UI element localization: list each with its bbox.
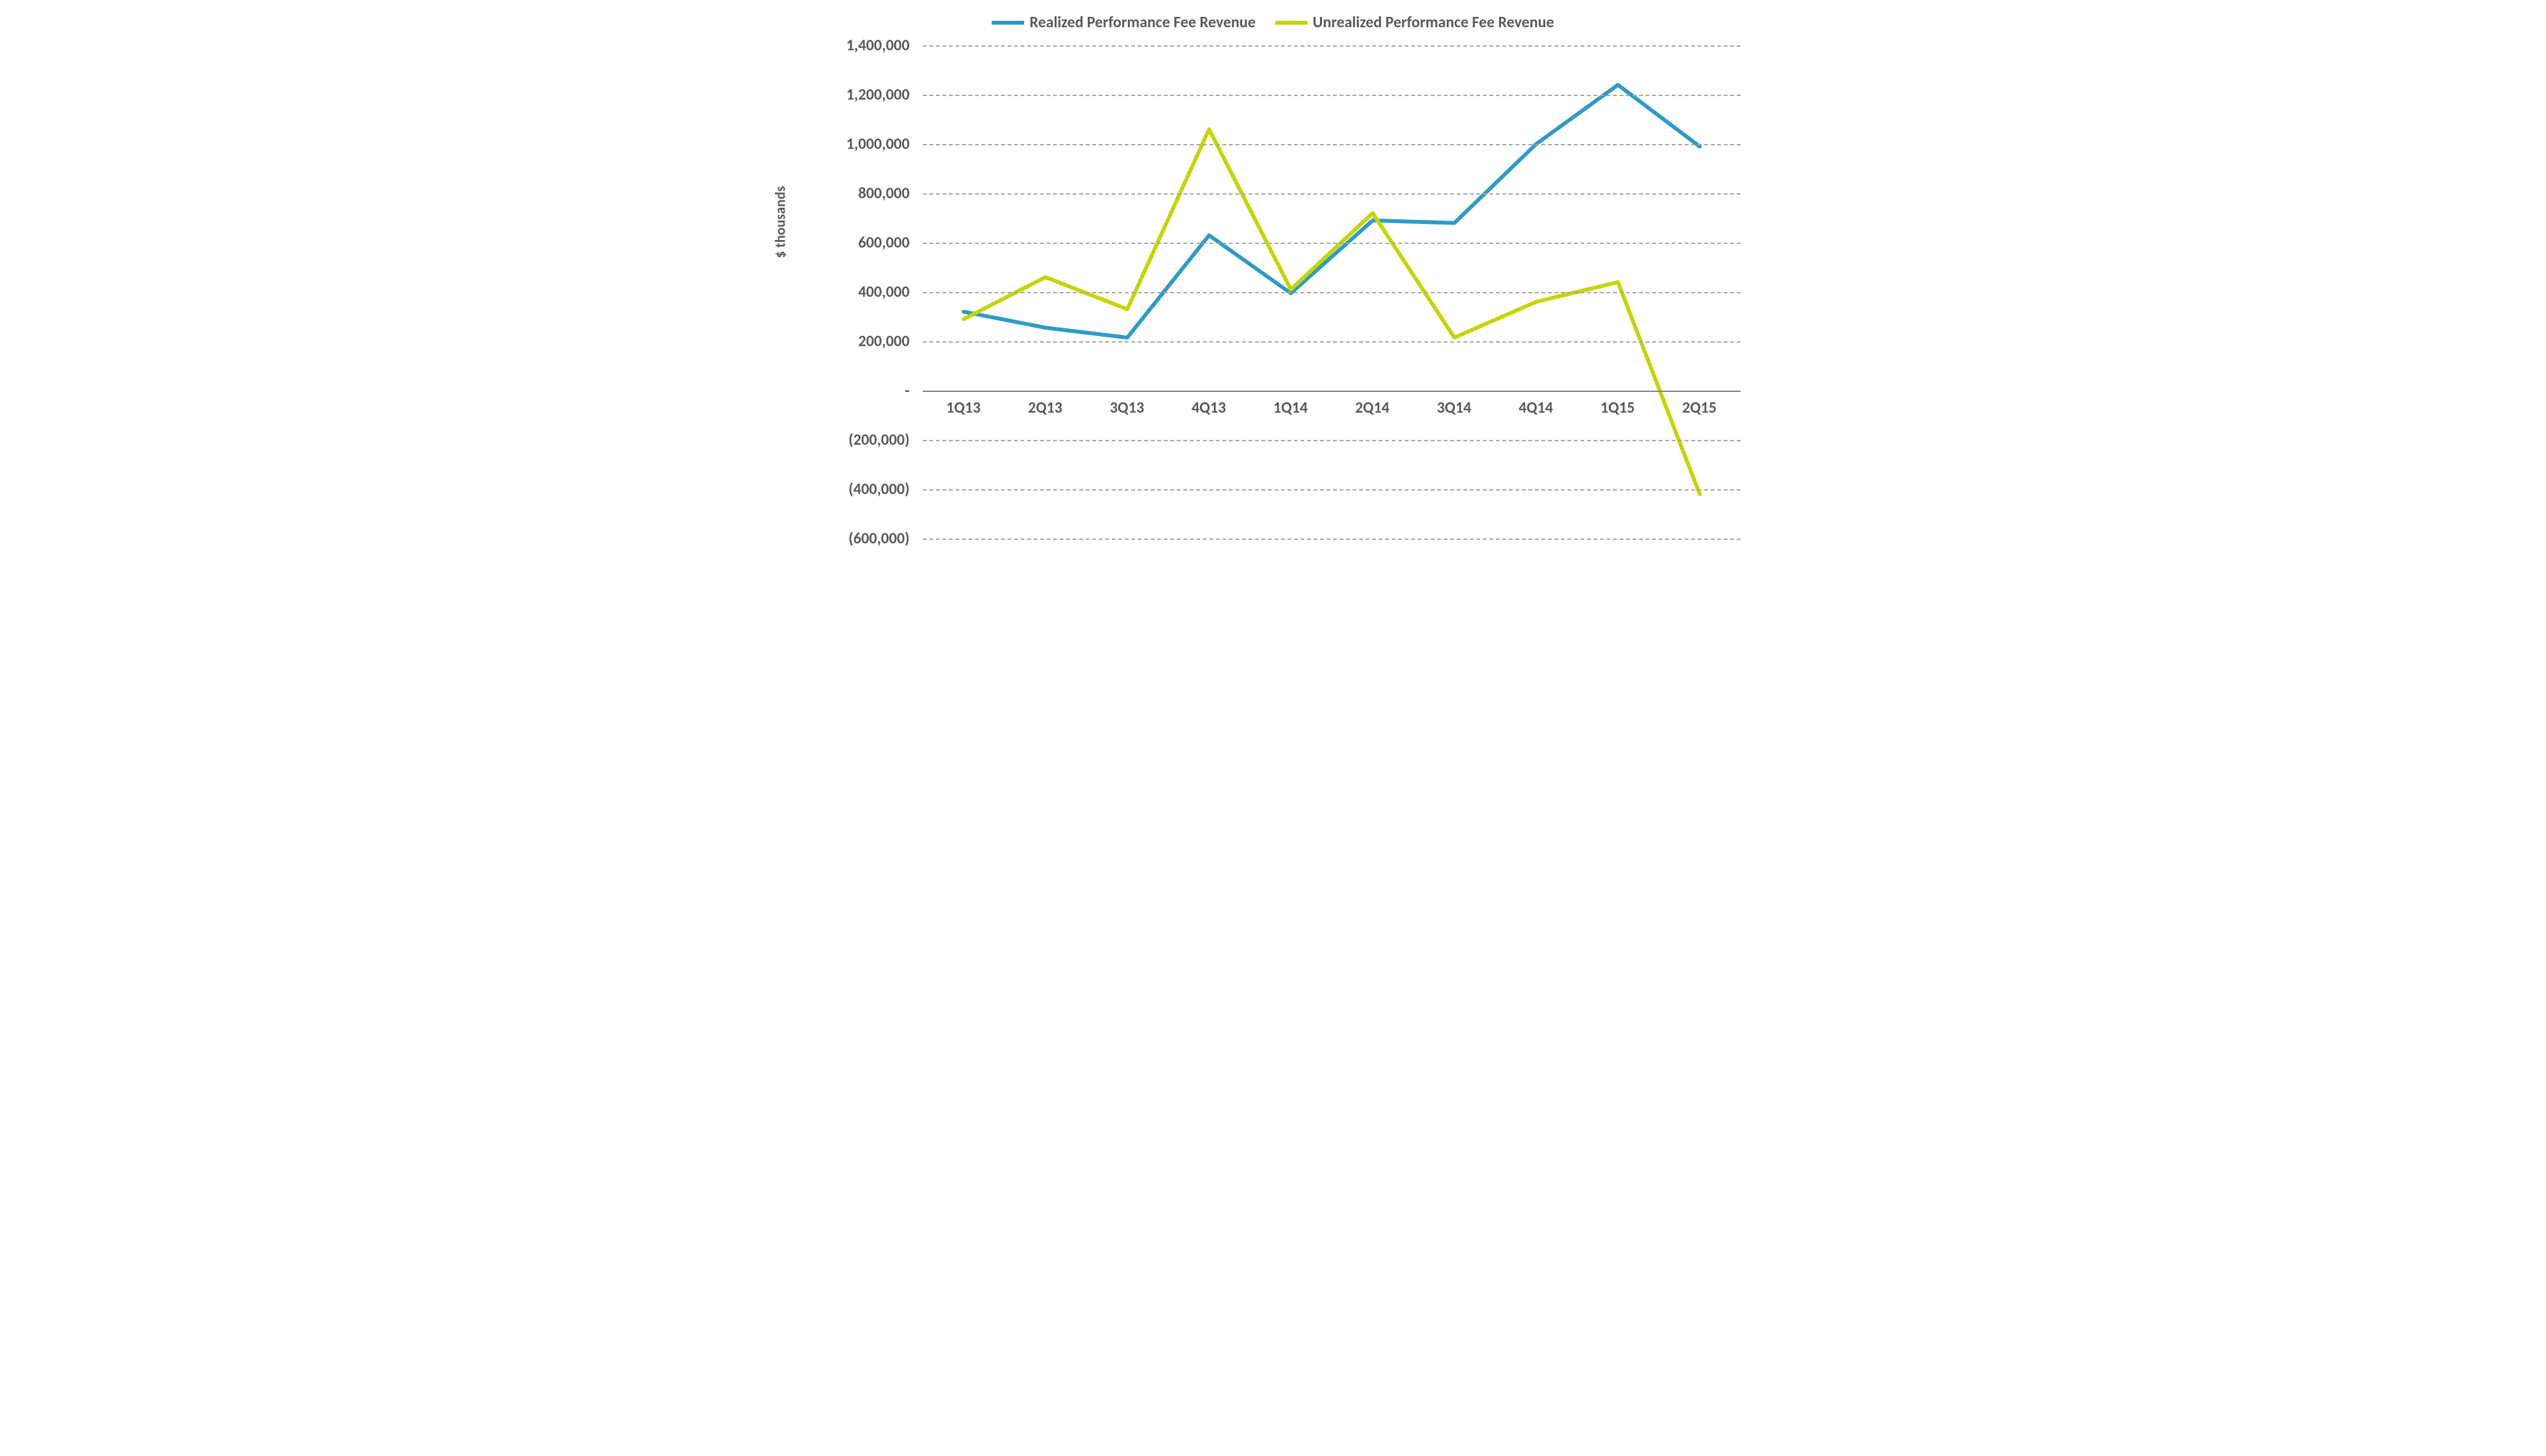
grid-line xyxy=(923,292,1741,293)
y-tick-label: 200,000 xyxy=(787,332,916,351)
grid-line xyxy=(923,45,1741,47)
legend-label-unrealized: Unrealized Performance Fee Revenue xyxy=(1313,13,1554,32)
legend: Realized Performance Fee Revenue Unreali… xyxy=(793,13,1754,32)
y-tick-label: 400,000 xyxy=(787,283,916,302)
y-tick-label: 1,000,000 xyxy=(787,135,916,154)
grid-line xyxy=(923,95,1741,96)
grid-line xyxy=(923,243,1741,244)
legend-item-realized: Realized Performance Fee Revenue xyxy=(992,13,1255,32)
x-tick-label: 1Q15 xyxy=(1600,398,1635,417)
grid-line xyxy=(923,440,1741,441)
grid-line xyxy=(923,539,1741,540)
y-tick-label: (200,000) xyxy=(787,431,916,450)
legend-label-realized: Realized Performance Fee Revenue xyxy=(1029,13,1255,32)
x-tick-label: 4Q14 xyxy=(1519,398,1553,417)
legend-swatch-realized xyxy=(992,21,1024,25)
x-tick-label: 2Q15 xyxy=(1682,398,1717,417)
legend-item-unrealized: Unrealized Performance Fee Revenue xyxy=(1275,13,1554,32)
grid-line xyxy=(923,341,1741,343)
y-tick-label: 600,000 xyxy=(787,234,916,252)
grid-line xyxy=(923,144,1741,145)
x-tick-label: 2Q13 xyxy=(1028,398,1062,417)
y-tick-label: 1,400,000 xyxy=(787,36,916,55)
x-tick-label: 2Q14 xyxy=(1355,398,1389,417)
x-tick-label: 1Q14 xyxy=(1273,398,1308,417)
grid-line xyxy=(923,391,1741,392)
x-tick-label: 3Q14 xyxy=(1437,398,1471,417)
y-tick-label: (600,000) xyxy=(787,529,916,548)
legend-swatch-unrealized xyxy=(1275,21,1308,25)
x-tick-label: 3Q13 xyxy=(1110,398,1144,417)
x-tick-label: 1Q13 xyxy=(946,398,981,417)
series-line-realized xyxy=(964,85,1700,338)
grid-line xyxy=(923,489,1741,491)
chart-container: Realized Performance Fee Revenue Unreali… xyxy=(793,13,1754,558)
plot-area: (600,000)(400,000)(200,000)-200,000400,0… xyxy=(923,45,1741,539)
y-tick-label: (400,000) xyxy=(787,480,916,499)
y-tick-label: 1,200,000 xyxy=(787,86,916,104)
y-tick-label: - xyxy=(787,382,916,400)
grid-line xyxy=(923,193,1741,195)
x-tick-label: 4Q13 xyxy=(1192,398,1226,417)
y-tick-label: 800,000 xyxy=(787,184,916,203)
